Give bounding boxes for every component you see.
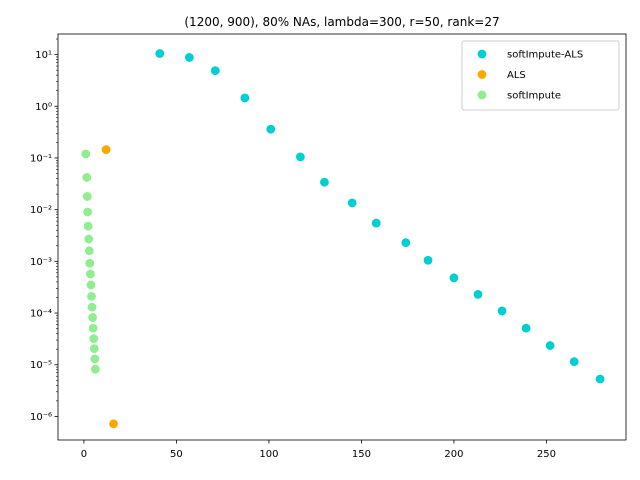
data-point [210,66,220,75]
data-point [423,255,433,265]
y-tick-label: 10⁻⁶ [30,412,52,423]
y-tick-label: 10⁰ [35,102,52,113]
data-point [595,374,605,384]
data-point [82,192,92,201]
data-point [155,49,165,58]
data-point [569,357,579,366]
y-tick-label: 10⁻⁴ [30,309,52,320]
data-point [90,354,100,364]
legend-label: softImpute-ALS [507,50,583,61]
x-tick-label: 100 [259,449,278,460]
data-point [184,53,194,62]
y-tick-label: 10⁻¹ [30,153,52,164]
x-tick-label: 250 [537,449,556,460]
data-point [89,334,99,344]
data-point [83,207,92,217]
data-point [88,313,97,322]
legend-marker [477,90,487,100]
data-point [473,289,483,299]
y-tick-label: 10⁻² [30,205,52,216]
data-point [85,269,95,279]
chart-title: (1200, 900), 80% NAs, lambda=300, r=50, … [184,15,499,29]
data-point [87,302,97,312]
data-point [90,364,100,374]
data-point [87,291,96,301]
data-point [320,177,329,187]
data-point [85,258,95,268]
legend: softImpute-ALS ALS softImpute [461,40,620,111]
x-tick-label: 50 [170,449,183,460]
x-tick-label: 150 [352,449,371,460]
legend-label: softImpute [507,91,561,102]
legend-marker [477,70,487,79]
data-point [371,218,381,228]
points-layer [81,49,605,429]
data-point [83,221,93,231]
data-point [101,145,111,155]
data-point [88,323,98,333]
data-point [109,419,118,429]
data-point [89,344,99,354]
data-point [84,246,94,256]
legend-marker [477,49,487,59]
data-point [82,173,92,182]
x-tick-label: 200 [444,449,463,460]
data-point [295,152,305,162]
y-tick-label: 10¹ [35,50,52,61]
data-point [266,124,276,134]
y-tick-label: 10⁻³ [30,257,52,268]
x-tick-label: 0 [81,449,87,460]
data-point [86,280,96,290]
plot-frame [57,33,627,441]
data-point [521,323,531,333]
data-point [545,341,555,350]
data-point [401,238,411,248]
data-point [347,198,357,208]
data-point [81,149,91,159]
legend-box [461,40,620,111]
data-point [84,234,94,244]
data-point [240,93,250,103]
data-point [449,273,459,283]
legend-label: ALS [507,70,526,81]
data-point [497,306,507,316]
y-tick-label: 10⁻⁵ [30,360,52,371]
